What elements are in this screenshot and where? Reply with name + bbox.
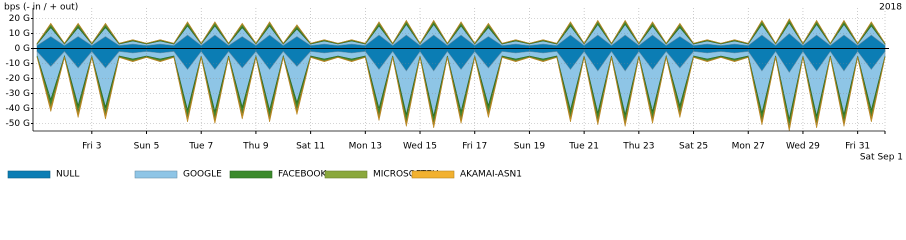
area-out <box>36 18 886 44</box>
y-tick-label: -20 G <box>5 74 30 84</box>
legend-label: FACEBOOK <box>278 170 328 180</box>
legend-label: MICROSOFTEU <box>373 170 439 180</box>
x-tick-label: Tue 7 <box>188 142 213 152</box>
background <box>0 0 906 180</box>
y-tick-label: -40 G <box>5 104 30 114</box>
legend-label: AKAMAI-ASN1 <box>460 170 522 180</box>
x-tick-label: Sat 25 <box>679 142 708 152</box>
x-tick-label: Mon 13 <box>349 142 382 152</box>
x-tick-label: Wed 15 <box>403 142 437 152</box>
x-tick-label: Sat 11 <box>296 142 325 152</box>
y-tick-label: 0 G <box>14 44 30 54</box>
x-tick-label: Thu 9 <box>242 142 269 152</box>
legend-label: GOOGLE <box>183 170 222 180</box>
axis-title: bps (- in / + out) <box>4 3 78 13</box>
y-tick-label: -10 G <box>5 59 30 69</box>
x-tick-label: Fri 3 <box>82 142 101 152</box>
x-tick-label: Fri 31 <box>845 142 870 152</box>
y-tick-label: -50 G <box>5 119 30 129</box>
legend-swatch <box>324 170 368 179</box>
legend-swatch <box>229 170 273 179</box>
x-tick-label: Fri 17 <box>462 142 487 152</box>
y-tick-label: -30 G <box>5 89 30 99</box>
y-tick-label: 20 G <box>9 14 30 24</box>
x-tick-label: Mon 27 <box>732 142 765 152</box>
legend-swatch <box>7 170 51 179</box>
x-tick-label: Sun 5 <box>134 142 160 152</box>
legend-swatch <box>134 170 178 179</box>
x-tick-label: Tue 21 <box>568 142 599 152</box>
legend-swatch <box>411 170 455 179</box>
legend-label: NULL <box>56 170 79 180</box>
chart: bps (- in / + out) 2018 20 G 10 G 0 G -10 G… <box>0 0 906 180</box>
y-tick-label: 10 G <box>9 29 30 39</box>
x-tick-label: Sun 19 <box>514 142 546 152</box>
year-label: 2018 <box>879 3 902 13</box>
x-tick-label: Thu 23 <box>622 142 654 152</box>
x-tick-label: Wed 29 <box>786 142 820 152</box>
x-tick-label: Sat Sep 1 <box>860 153 903 163</box>
area-in <box>36 56 886 132</box>
